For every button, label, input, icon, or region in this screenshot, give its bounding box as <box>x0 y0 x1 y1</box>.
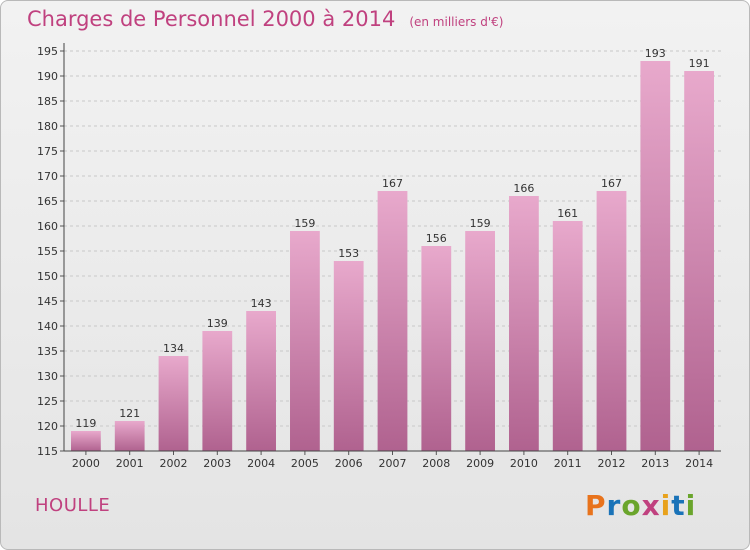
bars: 119 121 134 139 143 159 153 167 156 159 166 161 167 1… <box>71 47 714 451</box>
bar <box>71 431 101 451</box>
data-label: 119 <box>75 417 96 430</box>
data-label: 121 <box>119 407 140 420</box>
x-axis-ticks: 2000 2001 2002 2003 2004 2005 2006 2007 2008 2009… <box>72 451 713 470</box>
y-tick-label: 175 <box>37 145 58 158</box>
bar <box>290 231 320 451</box>
x-tick-label: 2001 <box>116 457 144 470</box>
y-tick-label: 115 <box>37 445 58 458</box>
bar <box>421 246 452 451</box>
x-tick-label: 2002 <box>160 457 188 470</box>
x-tick-label: 2003 <box>203 457 231 470</box>
bar <box>596 191 627 451</box>
x-tick-label: 2013 <box>641 457 669 470</box>
bar <box>377 191 408 451</box>
y-tick-label: 195 <box>37 45 58 58</box>
y-tick-label: 120 <box>37 420 58 433</box>
logo-letter: r <box>606 489 622 522</box>
data-label: 153 <box>338 247 359 260</box>
data-label: 143 <box>251 297 272 310</box>
bar <box>509 196 539 451</box>
x-tick-label: 2008 <box>422 457 450 470</box>
y-tick-label: 150 <box>37 270 58 283</box>
y-tick-label: 140 <box>37 320 58 333</box>
x-tick-label: 2006 <box>335 457 363 470</box>
x-tick-label: 2012 <box>598 457 626 470</box>
data-label: 191 <box>689 57 710 70</box>
x-tick-label: 2007 <box>379 457 407 470</box>
data-label: 161 <box>557 207 578 220</box>
logo-letter: o <box>621 489 642 522</box>
x-tick-label: 2009 <box>466 457 494 470</box>
logo-letter: x <box>641 489 661 522</box>
x-tick-label: 2000 <box>72 457 100 470</box>
logo-letter: t <box>671 489 686 522</box>
y-tick-label: 135 <box>37 345 58 358</box>
y-tick-label: 130 <box>37 370 58 383</box>
bar <box>202 331 233 451</box>
data-label: 159 <box>470 217 491 230</box>
bar <box>246 311 276 451</box>
bar <box>333 261 364 451</box>
x-tick-label: 2005 <box>291 457 319 470</box>
bar <box>640 61 671 451</box>
bar-chart: 115 120 125 130 135 140 145 150 155 160 165 170 175 1… <box>37 43 721 470</box>
bar <box>465 231 495 451</box>
y-tick-label: 190 <box>37 70 58 83</box>
data-label: 193 <box>645 47 666 60</box>
bar <box>684 71 714 451</box>
y-axis-ticks: 115 120 125 130 135 140 145 150 155 160 165 170 175 1… <box>37 45 64 458</box>
commune-name: HOULLE <box>35 495 111 516</box>
y-tick-label: 155 <box>37 245 58 258</box>
chart-title-text: Charges de Personnel 2000 à 2014 <box>27 7 396 31</box>
data-label: 156 <box>426 232 447 245</box>
logo-letter: i <box>685 489 697 522</box>
data-label: 167 <box>601 177 622 190</box>
y-tick-label: 185 <box>37 95 58 108</box>
data-label: 139 <box>207 317 228 330</box>
x-tick-label: 2010 <box>510 457 538 470</box>
y-tick-label: 145 <box>37 295 58 308</box>
y-tick-label: 125 <box>37 395 58 408</box>
data-label: 166 <box>513 182 534 195</box>
data-label: 167 <box>382 177 403 190</box>
x-tick-label: 2014 <box>685 457 713 470</box>
axes <box>63 43 721 452</box>
logo-letter: i <box>660 489 672 522</box>
x-tick-label: 2004 <box>247 457 275 470</box>
chart-title: Charges de Personnel 2000 à 2014 (en mill… <box>27 7 503 31</box>
logo-letter: P <box>585 489 607 522</box>
y-tick-label: 165 <box>37 195 58 208</box>
bar <box>158 356 189 451</box>
data-label: 134 <box>163 342 184 355</box>
x-tick-label: 2011 <box>554 457 582 470</box>
bar <box>552 221 583 451</box>
y-tick-label: 160 <box>37 220 58 233</box>
bar <box>114 421 145 451</box>
proxiti-logo: Proxiti <box>585 489 696 522</box>
y-tick-label: 170 <box>37 170 58 183</box>
data-label: 159 <box>294 217 315 230</box>
y-tick-label: 180 <box>37 120 58 133</box>
chart-subtitle: (en milliers d'€) <box>409 15 504 29</box>
